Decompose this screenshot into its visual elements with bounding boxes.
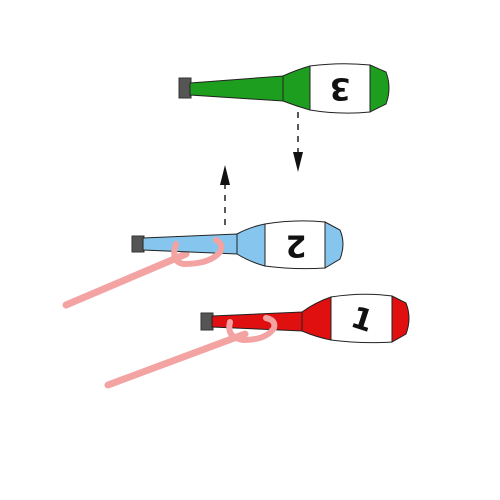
club-3-tip — [369, 64, 390, 113]
club-2-tip — [324, 221, 344, 269]
hand-grip-club-1 — [226, 315, 278, 344]
club-2-knob — [131, 235, 145, 253]
club-2-neck — [236, 223, 266, 267]
arrow-down-head — [293, 152, 303, 172]
club-3: 3 — [178, 63, 390, 114]
club-2-number: 2 — [286, 228, 307, 263]
club-1-knob — [200, 312, 214, 331]
club-2: 2 — [131, 220, 344, 270]
hand-arm-club-2 — [62, 250, 190, 309]
club-1-handle — [211, 311, 303, 332]
club-1: 1 — [200, 293, 410, 344]
club-1-neck — [301, 296, 332, 341]
club-3-knob — [178, 77, 192, 99]
arrow-up-head — [220, 165, 230, 185]
hand-arm-club-1 — [104, 330, 249, 389]
club-3-neck — [282, 65, 311, 111]
club-3-handle — [189, 75, 284, 102]
club-1-tip — [391, 295, 410, 343]
hand-grip-club-2 — [171, 237, 225, 268]
arrow-down — [293, 112, 303, 172]
arrow-up — [220, 165, 230, 225]
club-3-number: 3 — [330, 71, 351, 106]
